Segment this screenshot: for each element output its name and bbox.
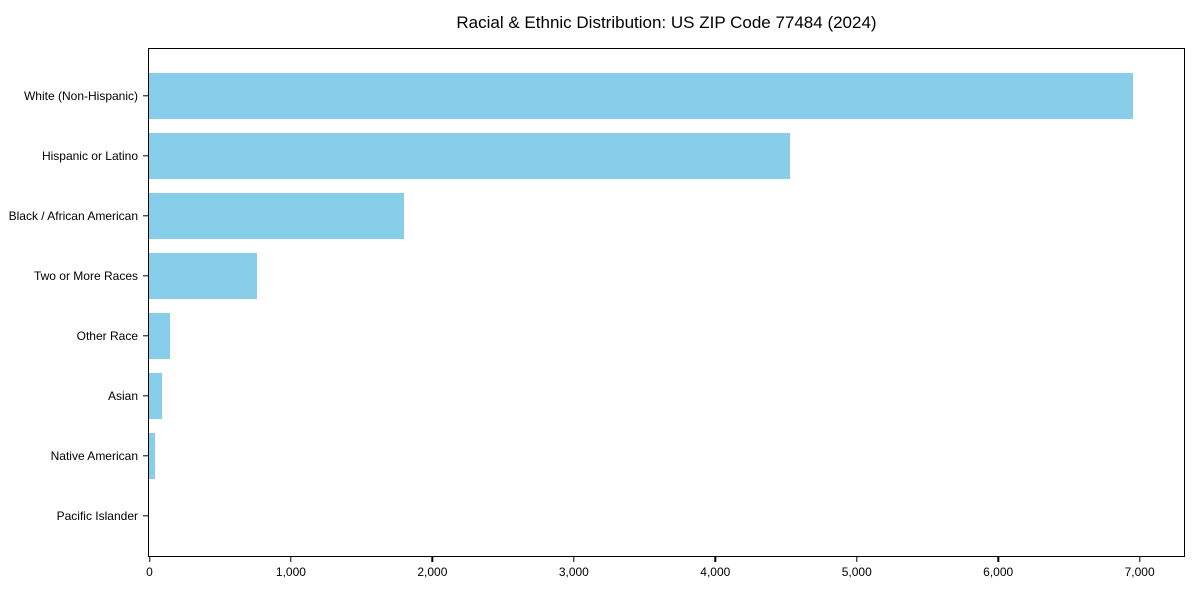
x-axis-tick xyxy=(148,557,151,562)
x-axis-tick xyxy=(997,557,999,562)
y-axis-tick xyxy=(143,455,148,457)
bar-4 xyxy=(149,252,258,299)
y-tick-label: Hispanic or Latino xyxy=(41,149,138,163)
x-tick-label: 7,000 xyxy=(1124,565,1155,579)
y-tick-label: White (Non-Hispanic) xyxy=(23,89,138,103)
x-tick-label: 4,000 xyxy=(700,565,731,579)
y-tick-label: Native American xyxy=(50,449,138,463)
x-tick-label: 0 xyxy=(146,565,153,579)
y-axis-tick xyxy=(143,395,148,397)
bar-5 xyxy=(149,312,171,359)
bar-3 xyxy=(149,192,404,239)
y-tick-label: Black / African American xyxy=(8,209,138,223)
y-tick-label: Other Race xyxy=(76,329,138,343)
x-axis-tick xyxy=(714,557,716,562)
y-tick-label: Pacific Islander xyxy=(56,509,138,523)
x-axis-tick xyxy=(290,557,292,562)
y-axis-tick xyxy=(143,335,148,337)
bar-1 xyxy=(149,72,1134,119)
x-tick-label: 1,000 xyxy=(275,565,306,579)
bar-7 xyxy=(149,432,155,479)
y-tick-label: Two or More Races xyxy=(33,269,138,283)
y-tick-label: Asian xyxy=(107,389,138,403)
x-axis-tick xyxy=(573,557,575,562)
x-tick-label: 2,000 xyxy=(417,565,448,579)
x-tick-label: 6,000 xyxy=(983,565,1014,579)
x-tick-label: 5,000 xyxy=(841,565,872,579)
x-axis-tick xyxy=(1138,557,1141,562)
y-axis-tick xyxy=(143,275,148,277)
x-axis-tick xyxy=(856,557,858,562)
chart-title: Racial & Ethnic Distribution: US ZIP Cod… xyxy=(456,13,877,32)
bar-2 xyxy=(149,132,790,179)
x-tick-label: 3,000 xyxy=(558,565,589,579)
bar-6 xyxy=(149,372,163,419)
x-axis-tick xyxy=(431,557,434,562)
y-axis-tick xyxy=(143,515,148,517)
y-axis-tick xyxy=(143,95,148,97)
plot-area xyxy=(148,48,1185,557)
y-axis-tick xyxy=(143,155,148,157)
y-axis-tick xyxy=(143,215,148,217)
